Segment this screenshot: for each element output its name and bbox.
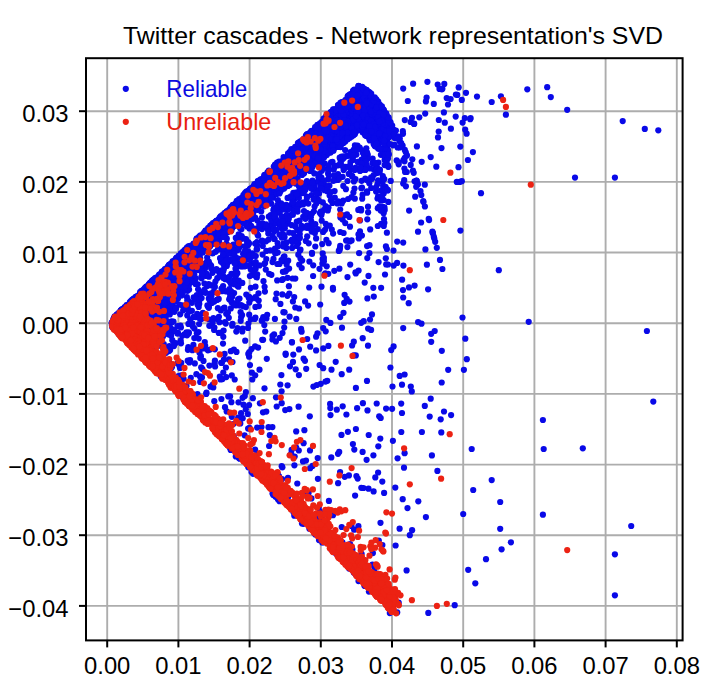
svg-text:Reliable: Reliable [166,76,247,102]
svg-text:0.05: 0.05 [440,652,486,679]
svg-text:0.08: 0.08 [654,652,700,679]
svg-text:0.02: 0.02 [226,652,272,679]
svg-text:0.01: 0.01 [22,241,68,268]
svg-text:0.03: 0.03 [298,652,344,679]
svg-text:0.07: 0.07 [582,652,628,679]
svg-text:0.02: 0.02 [22,171,68,198]
svg-text:−0.04: −0.04 [8,595,68,622]
svg-text:0.06: 0.06 [511,652,557,679]
svg-text:0.00: 0.00 [84,652,130,679]
svg-text:−0.03: −0.03 [8,524,68,551]
svg-text:0.04: 0.04 [369,652,415,679]
svg-text:0.03: 0.03 [22,100,68,127]
svg-text:−0.02: −0.02 [8,453,68,480]
svg-text:0.01: 0.01 [155,652,201,679]
svg-text:0.00: 0.00 [22,312,68,339]
svg-text:Twitter cascades - Network rep: Twitter cascades - Network representatio… [123,23,663,49]
svg-text:−0.01: −0.01 [8,383,68,410]
svg-text:Unreliable: Unreliable [166,109,271,135]
